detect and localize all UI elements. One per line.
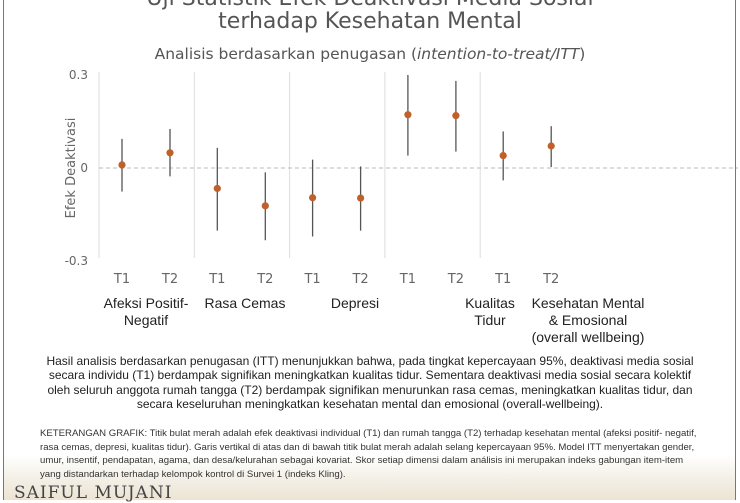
summary-text: Hasil analisis berdasarkan penugasan (IT… bbox=[46, 354, 694, 411]
category-label: Kesehatan Mental & Emosional (overall well… bbox=[531, 295, 645, 345]
estimate-point bbox=[309, 194, 317, 202]
subtitle-italic: intention-to-treat/ITT bbox=[417, 45, 580, 63]
y-tick-label: 0.3 bbox=[69, 68, 88, 82]
subtitle-prefix: Analisis berdasarkan penugasan ( bbox=[154, 45, 417, 63]
x-tick-label: T1 bbox=[303, 272, 320, 287]
chart-title-line2: terhadap Kesehatan Mental bbox=[218, 9, 522, 34]
x-tick-label: T1 bbox=[113, 272, 130, 287]
estimate-point bbox=[118, 161, 126, 169]
x-tick-label: T1 bbox=[399, 272, 416, 287]
category-label: Depresi bbox=[330, 295, 380, 311]
estimate-point bbox=[452, 112, 460, 120]
x-tick-label: T2 bbox=[542, 272, 559, 287]
x-tick-label: T2 bbox=[447, 272, 464, 287]
estimate-point bbox=[261, 202, 269, 210]
x-tick-label: T2 bbox=[256, 272, 273, 287]
y-axis-label: Efek Deaktivasi bbox=[64, 118, 79, 219]
estimate-point bbox=[213, 184, 221, 193]
estimate-point bbox=[166, 149, 174, 157]
subtitle-suffix: ) bbox=[579, 45, 586, 63]
estimate-point bbox=[357, 194, 365, 202]
estimate-point bbox=[547, 142, 555, 150]
chart-title-line1: Uji Statistik Efek Deaktivasi Media Sosi… bbox=[0, 0, 740, 11]
y-tick-label: 0 bbox=[80, 161, 88, 175]
page-frame bbox=[3, 0, 736, 500]
category-label: Afeksi Positif- Negatif bbox=[103, 295, 189, 328]
x-tick-label: T2 bbox=[161, 272, 178, 287]
chart-subtitle: Analisis berdasarkan penugasan (intentio… bbox=[0, 45, 740, 63]
chart-plot: 0.3 0 -0.3 Efek Deaktivasi T1 T2 T1 T2 T1 T2 T1 T2 T… bbox=[64, 68, 738, 287]
chart-note: KETERANGAN GRAFIK: Titik bulat merah ada… bbox=[40, 428, 697, 480]
x-tick-label: T1 bbox=[208, 272, 225, 287]
logo: SAIFUL MUJANI bbox=[14, 483, 173, 503]
estimate-point bbox=[499, 152, 507, 160]
x-tick-label: T1 bbox=[494, 272, 511, 287]
y-tick-label: -0.3 bbox=[65, 254, 88, 268]
category-label: Rasa Cemas bbox=[204, 295, 286, 311]
estimate-point bbox=[404, 111, 412, 119]
x-tick-label: T2 bbox=[351, 272, 368, 287]
category-label: Kualitas Tidur bbox=[465, 295, 515, 328]
